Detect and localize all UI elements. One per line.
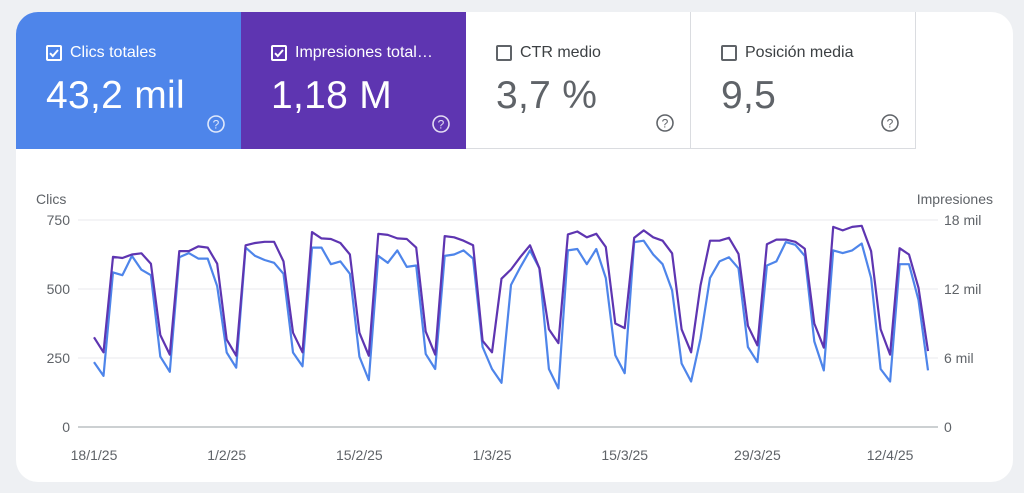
metric-value: 3,7 % <box>496 74 598 117</box>
help-icon[interactable]: ? <box>881 114 899 132</box>
metric-card-ctr[interactable]: CTR medio 3,7 % ? <box>466 12 691 149</box>
left-axis-tick-label: 500 <box>47 281 71 297</box>
performance-panel: Clics totales 43,2 mil ? Impresiones tot… <box>16 12 1013 482</box>
metric-card-clicks[interactable]: Clics totales 43,2 mil ? <box>16 12 241 149</box>
help-icon[interactable]: ? <box>656 114 674 132</box>
metric-value: 9,5 <box>721 74 777 117</box>
metric-value: 43,2 mil <box>46 74 185 117</box>
right-axis-title: Impresiones <box>917 191 993 207</box>
x-axis-tick-label: 15/2/25 <box>336 447 383 463</box>
svg-text:?: ? <box>887 116 894 130</box>
right-axis-tick-label: 6 mil <box>944 350 974 366</box>
metric-value: 1,18 M <box>271 74 393 117</box>
series-line-impressions[interactable] <box>93 224 930 357</box>
right-axis-tick-label: 18 mil <box>944 212 981 228</box>
metric-label: Posición media <box>745 44 854 61</box>
x-axis-tick-label: 12/4/25 <box>867 447 914 463</box>
checkbox-checked-icon[interactable] <box>46 45 62 61</box>
help-icon[interactable]: ? <box>432 115 450 133</box>
metric-label: CTR medio <box>520 44 601 61</box>
help-icon[interactable]: ? <box>207 115 225 133</box>
metric-card-position[interactable]: Posición media 9,5 ? <box>691 12 916 149</box>
checkbox-unchecked-icon[interactable] <box>721 45 737 61</box>
right-axis-tick-label: 12 mil <box>944 281 981 297</box>
svg-text:?: ? <box>662 116 669 130</box>
series-line-clicks[interactable] <box>93 239 930 390</box>
svg-text:?: ? <box>213 117 220 131</box>
right-axis-tick-label: 0 <box>944 419 952 435</box>
metric-label: Impresiones total… <box>295 44 433 61</box>
x-axis-tick-label: 29/3/25 <box>734 447 781 463</box>
performance-chart[interactable]: Clics Impresiones 0 250 500 750 0 6 mil 12 mil… <box>16 149 1013 482</box>
left-axis-title: Clics <box>36 191 66 207</box>
checkbox-checked-icon[interactable] <box>271 45 287 61</box>
metric-cards: Clics totales 43,2 mil ? Impresiones tot… <box>16 12 916 149</box>
x-axis-tick-label: 15/3/25 <box>601 447 648 463</box>
metric-card-impressions[interactable]: Impresiones total… 1,18 M ? <box>241 12 466 149</box>
x-axis-tick-label: 1/3/25 <box>473 447 512 463</box>
x-axis-tick-label: 1/2/25 <box>207 447 246 463</box>
left-axis-tick-label: 750 <box>47 212 71 228</box>
left-axis-tick-label: 250 <box>47 350 71 366</box>
left-axis-tick-label: 0 <box>62 419 70 435</box>
x-axis-tick-label: 18/1/25 <box>71 447 118 463</box>
svg-text:?: ? <box>438 117 445 131</box>
metric-label: Clics totales <box>70 44 157 61</box>
checkbox-unchecked-icon[interactable] <box>496 45 512 61</box>
